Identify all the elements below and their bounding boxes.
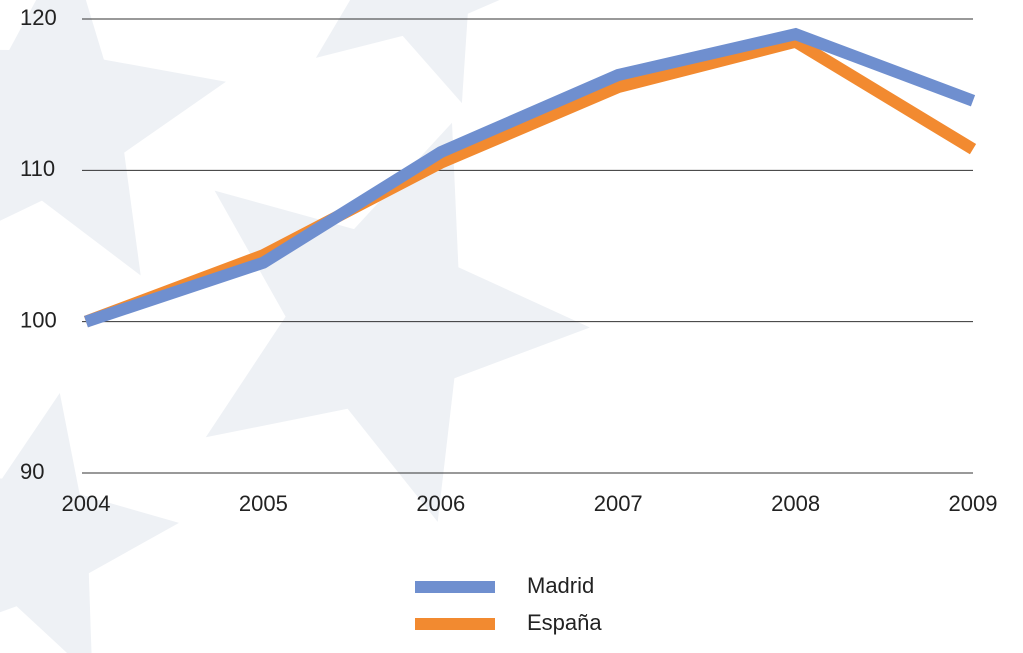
y-tick-label: 90 <box>20 459 44 484</box>
x-tick-label: 2008 <box>771 491 820 516</box>
chart: 90 100 110 120 2004 2005 2006 2007 2008 2009 Madri… <box>0 0 1023 653</box>
y-tick-label: 120 <box>20 5 57 30</box>
legend-label: Madrid <box>527 573 594 598</box>
x-tick-label: 2005 <box>239 491 288 516</box>
y-tick-label: 110 <box>20 156 55 181</box>
data-line <box>86 34 973 322</box>
x-tick-label: 2009 <box>949 491 998 516</box>
background-star <box>0 0 226 276</box>
legend-label: España <box>527 610 602 635</box>
background-star <box>0 393 179 653</box>
y-tick-label: 100 <box>20 307 57 332</box>
x-tick-label: 2006 <box>416 491 465 516</box>
background-star <box>314 0 550 103</box>
x-tick-label: 2004 <box>62 491 111 516</box>
x-tick-label: 2007 <box>594 491 643 516</box>
